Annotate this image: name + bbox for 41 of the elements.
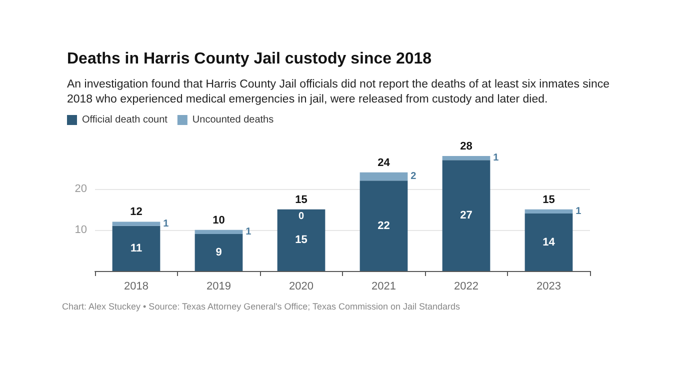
data-label: 1	[246, 226, 252, 238]
chart-title: Deaths in Harris County Jail custody since 2018	[67, 50, 432, 68]
x-tick-label: 2020	[289, 280, 314, 292]
data-label: 9	[216, 246, 222, 259]
total-label: 12	[130, 206, 142, 218]
legend-label: Uncounted deaths	[192, 114, 274, 126]
total-label: 28	[460, 140, 472, 152]
bar	[112, 226, 160, 271]
total-label: 15	[295, 194, 308, 206]
bar	[524, 214, 573, 271]
data-label: 14	[542, 236, 556, 248]
data-label: 11	[130, 242, 142, 254]
data-label: 2	[410, 171, 417, 182]
data-label: 27	[460, 210, 472, 222]
bar	[442, 160, 490, 271]
data-label: 1	[493, 152, 500, 164]
bar	[360, 180, 408, 271]
data-label: 1	[576, 206, 582, 217]
total-label: 24	[378, 156, 391, 169]
bar	[112, 222, 160, 226]
x-tick-label: 2021	[372, 280, 396, 292]
x-tick-label: 2018	[124, 280, 148, 292]
chart-subtitle: An investigation found that Harris County Jail officials did not report the deaths of at least six inmates since 2018 who experienced medical emergencies in jail, were released from custody and later died.	[67, 78, 613, 106]
data-label: 15	[295, 234, 308, 246]
bar	[194, 234, 243, 271]
bar	[442, 156, 490, 160]
bar	[277, 209, 326, 271]
bar	[360, 172, 408, 181]
bar	[524, 209, 573, 214]
total-label: 10	[212, 214, 225, 226]
text: Chart: Alex Stuckey • Source: Texas Attorney General's Office; Texas Commission on Jail Standards	[62, 302, 461, 312]
y-tick-label: 20	[74, 182, 87, 195]
data-label: 0	[298, 210, 304, 222]
total-label: 15	[542, 194, 555, 206]
data-label: 1	[163, 218, 170, 230]
x-tick-label: 2019	[206, 280, 231, 292]
x-tick-label: 2023	[536, 280, 561, 292]
x-tick-label: 2022	[454, 280, 478, 292]
legend-label: Official death count	[82, 114, 168, 126]
bar	[194, 230, 243, 234]
data-label: 22	[378, 220, 390, 232]
